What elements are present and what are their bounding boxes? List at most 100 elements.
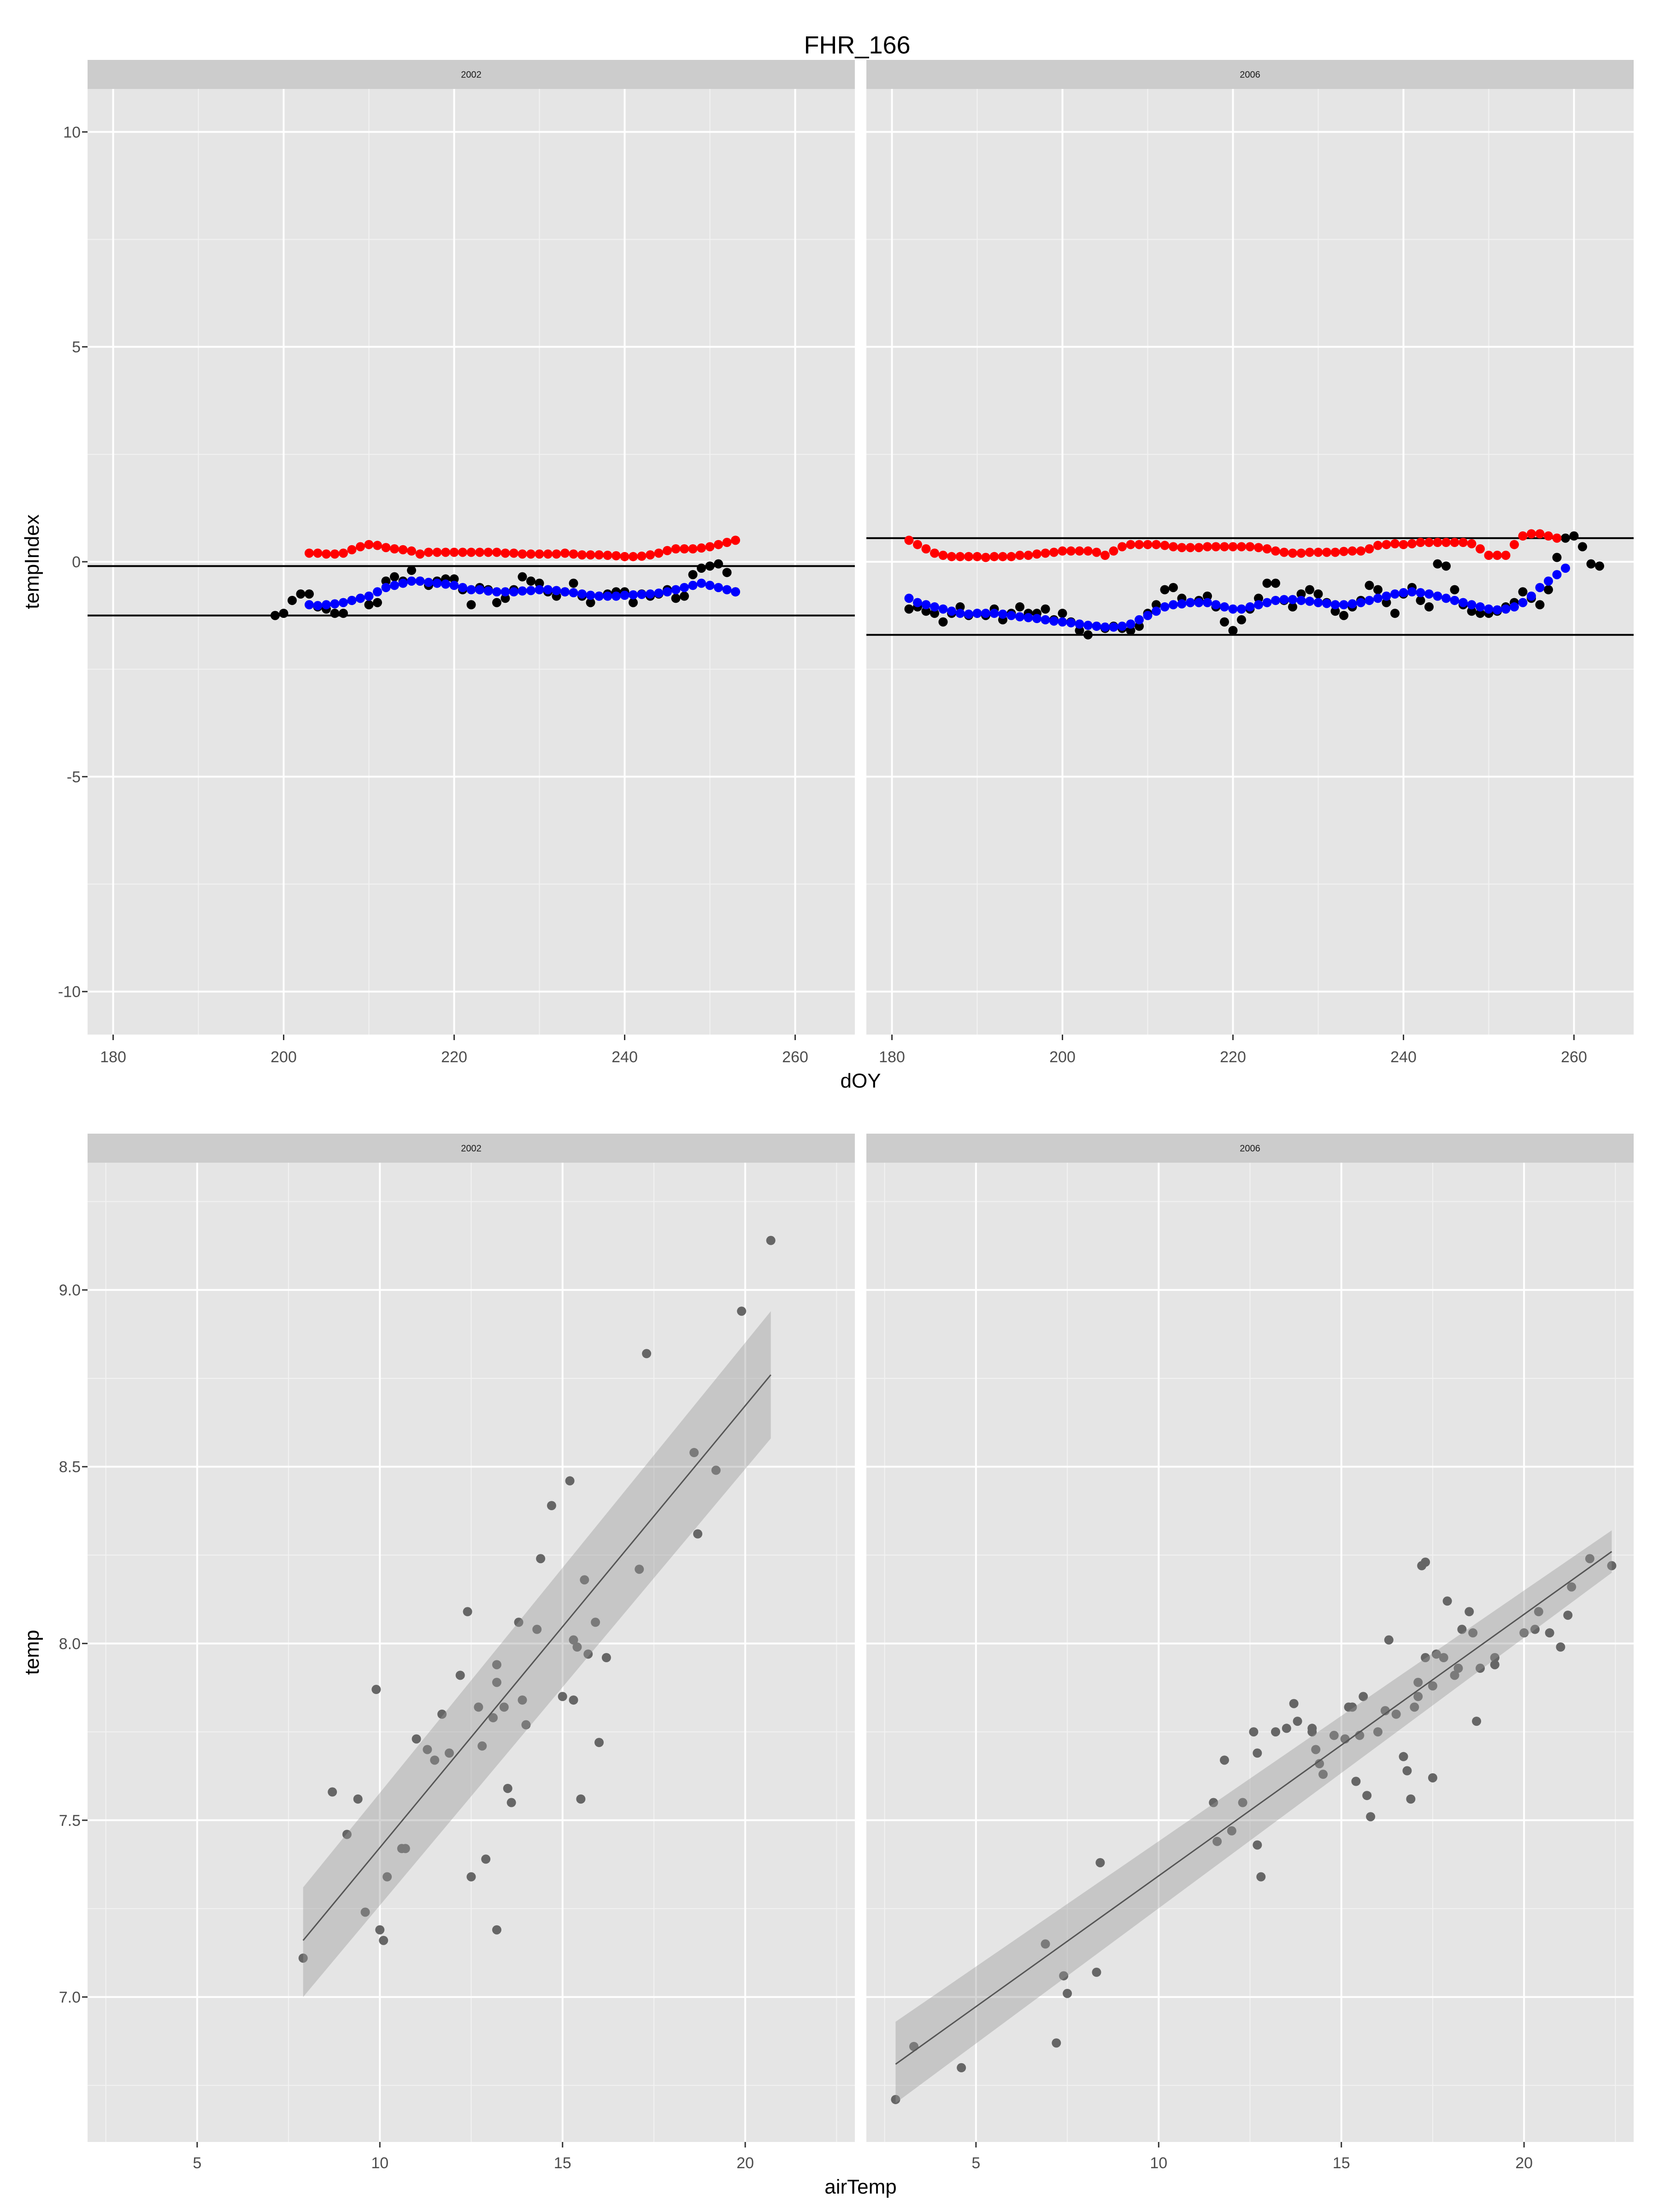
data-point (1118, 621, 1127, 631)
data-point (1288, 595, 1297, 605)
data-point (601, 1653, 611, 1663)
data-point (1220, 542, 1229, 552)
data-point (514, 1618, 524, 1627)
data-point (449, 581, 459, 590)
facet-strip-label: 2002 (461, 70, 482, 80)
data-point (1416, 538, 1425, 547)
data-point (1544, 531, 1553, 541)
data-point (1186, 543, 1195, 553)
data-point (441, 579, 450, 589)
data-point (697, 578, 706, 588)
data-point (390, 544, 399, 554)
data-point (483, 547, 493, 557)
data-point (1253, 1840, 1262, 1850)
data-point (1433, 591, 1442, 601)
data-point (1296, 595, 1306, 605)
data-point (1237, 615, 1246, 624)
data-point (705, 542, 715, 552)
y-tick-label: 5 (72, 339, 81, 356)
data-point (646, 589, 655, 599)
data-point (1402, 1766, 1412, 1776)
data-point (1416, 588, 1425, 598)
data-point (1032, 614, 1041, 624)
data-point (1382, 591, 1391, 601)
data-point (1271, 1727, 1280, 1737)
data-point (1296, 548, 1306, 558)
data-point (1282, 1724, 1291, 1733)
data-point (1083, 621, 1093, 630)
data-point (1203, 591, 1212, 601)
data-point (543, 585, 553, 594)
x-tick-label: 5 (971, 2154, 980, 2172)
data-point (481, 1854, 491, 1864)
data-point (1527, 591, 1536, 601)
data-point (1049, 616, 1059, 626)
data-point (731, 587, 740, 597)
data-point (1399, 540, 1408, 549)
data-point (1313, 589, 1323, 599)
data-point (688, 544, 698, 554)
data-point (356, 542, 365, 552)
data-point (1059, 1971, 1069, 1981)
confidence-ribbon (303, 1311, 771, 1997)
chart-title: FHR_166 (804, 31, 910, 59)
data-point (629, 552, 638, 561)
data-point (1359, 1692, 1368, 1701)
data-point (569, 1635, 578, 1645)
data-point (373, 598, 382, 607)
panel-2002: 2002 180 200 220 240 260 -10 -5 0 5 10 (58, 60, 855, 1066)
data-point (466, 1872, 476, 1882)
data-point (296, 589, 306, 599)
data-point (1293, 1717, 1302, 1726)
data-point (492, 598, 501, 607)
data-point (1586, 559, 1596, 569)
data-point (688, 570, 698, 579)
data-point (1351, 1777, 1361, 1786)
data-point (964, 552, 973, 561)
data-point (1279, 547, 1289, 557)
data-point (500, 587, 510, 597)
data-point (955, 552, 965, 561)
data-point (1413, 1677, 1423, 1687)
data-point (1203, 598, 1212, 607)
data-point (1315, 1759, 1324, 1769)
data-point (398, 545, 408, 554)
data-point (1467, 606, 1477, 616)
data-point (1556, 1642, 1565, 1652)
data-point (330, 599, 340, 609)
data-point (298, 1953, 308, 1963)
data-point (697, 563, 706, 573)
data-point (1211, 542, 1221, 552)
data-point (1152, 600, 1161, 610)
data-point (938, 551, 948, 560)
data-point (1382, 598, 1391, 607)
data-point (1421, 1653, 1430, 1663)
data-point (458, 582, 467, 592)
fit-line (895, 1551, 1612, 2065)
data-point (475, 547, 484, 557)
x-tick-label: 20 (736, 2154, 754, 2172)
data-point (1390, 539, 1400, 548)
data-point (1552, 570, 1562, 579)
y-tick-label: 0 (72, 553, 81, 571)
y-tick-label: -5 (67, 768, 81, 786)
data-point (569, 578, 578, 588)
y-tick-label: -10 (58, 983, 81, 1001)
data-point (1015, 612, 1024, 622)
data-point (981, 553, 990, 562)
data-point (972, 552, 982, 561)
data-point (552, 586, 561, 595)
data-point (680, 582, 689, 592)
data-point (1544, 585, 1553, 594)
data-point (1169, 542, 1178, 552)
data-point (1459, 598, 1468, 607)
data-point (591, 1618, 600, 1627)
data-point (620, 590, 629, 600)
data-point (466, 547, 476, 557)
data-point (441, 547, 450, 557)
data-point (1289, 1699, 1299, 1708)
y-tick-label: 10 (63, 124, 81, 141)
data-point (1024, 613, 1033, 623)
x-tick-label: 200 (271, 1048, 297, 1066)
data-point (390, 581, 399, 590)
